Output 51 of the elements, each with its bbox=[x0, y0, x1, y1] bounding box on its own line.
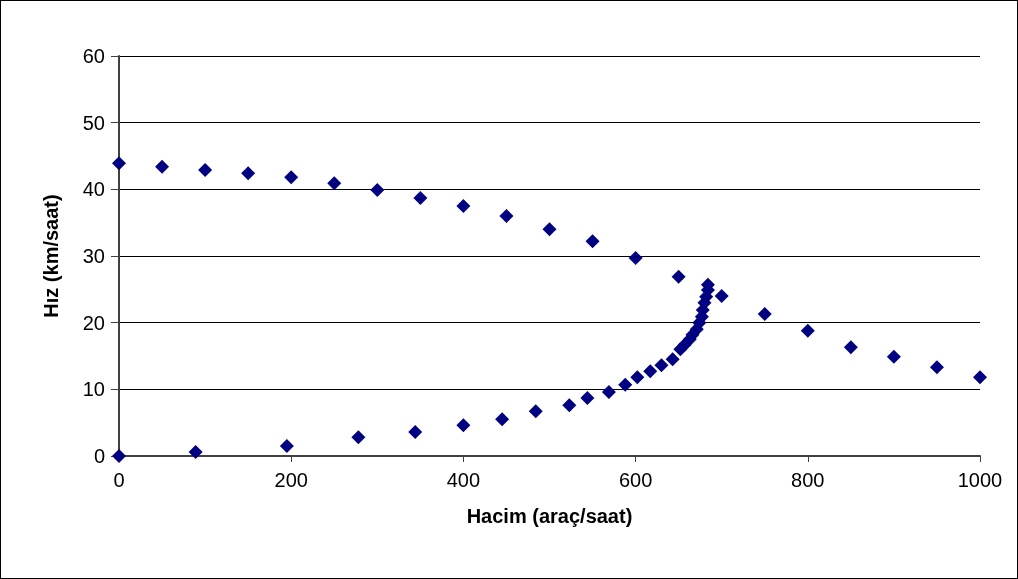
point bbox=[495, 412, 510, 427]
point bbox=[665, 352, 680, 367]
y-tick-label: 40 bbox=[82, 178, 105, 201]
point bbox=[843, 340, 858, 355]
y-tick-label: 30 bbox=[82, 245, 105, 267]
point bbox=[241, 166, 256, 181]
point bbox=[327, 176, 342, 191]
y-tick-label: 10 bbox=[82, 378, 105, 401]
point bbox=[112, 156, 126, 171]
point bbox=[585, 234, 600, 249]
point bbox=[800, 323, 815, 338]
point bbox=[929, 360, 944, 375]
x-tick-label: 800 bbox=[791, 469, 825, 491]
point bbox=[155, 159, 170, 174]
y-tick-label: 60 bbox=[82, 45, 105, 67]
x-tick-label: 400 bbox=[446, 469, 481, 491]
point bbox=[188, 445, 203, 459]
y-axis-title: Hız (km/saat) bbox=[40, 194, 62, 318]
point bbox=[284, 170, 299, 185]
y-tick-label: 20 bbox=[82, 311, 105, 334]
point bbox=[643, 364, 658, 379]
point bbox=[618, 377, 633, 392]
point bbox=[499, 209, 514, 223]
point bbox=[542, 222, 557, 237]
point bbox=[198, 163, 213, 177]
point bbox=[413, 191, 428, 205]
point bbox=[630, 370, 645, 385]
point bbox=[370, 183, 385, 197]
point bbox=[973, 370, 987, 385]
point bbox=[456, 418, 471, 433]
x-tick-label: 600 bbox=[618, 469, 653, 491]
point bbox=[714, 289, 729, 303]
point bbox=[279, 439, 294, 453]
point bbox=[671, 269, 686, 284]
x-tick-label: 200 bbox=[274, 469, 308, 491]
point bbox=[654, 358, 669, 373]
x-tick-label: 0 bbox=[113, 469, 125, 491]
point bbox=[628, 251, 643, 265]
point bbox=[886, 349, 901, 364]
point bbox=[580, 391, 595, 405]
point bbox=[528, 404, 543, 419]
point bbox=[562, 398, 577, 413]
point bbox=[408, 425, 423, 439]
point bbox=[456, 199, 471, 213]
y-tick-label: 0 bbox=[93, 445, 105, 467]
x-tick-label: 1000 bbox=[957, 469, 1003, 491]
point bbox=[351, 430, 366, 445]
point bbox=[601, 385, 616, 399]
point bbox=[757, 307, 772, 321]
x-axis-title: Hacim (araç/saat) bbox=[466, 505, 633, 527]
y-tick-label: 50 bbox=[82, 111, 105, 134]
